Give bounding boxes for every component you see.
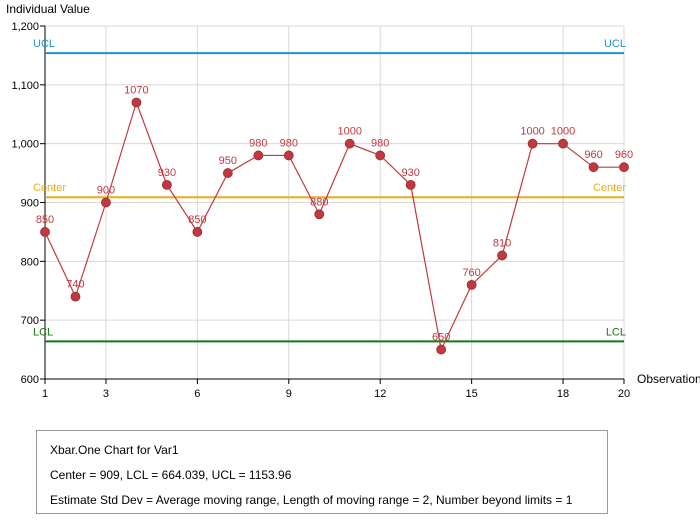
y-tick-label: 600 (21, 374, 39, 386)
x-tick-label: 6 (194, 388, 200, 400)
control-limits: UCL UCL Center Center LCL LCL (33, 38, 626, 343)
ucl-label-left: UCL (33, 38, 55, 50)
data-label: 980 (280, 137, 298, 149)
data-point (314, 209, 325, 220)
data-point (619, 162, 629, 173)
data-label: 740 (66, 279, 84, 291)
y-tick-label: 1,200 (11, 21, 39, 33)
data-label: 950 (219, 155, 237, 167)
grid (45, 25, 625, 379)
y-tick-label: 800 (21, 256, 39, 268)
data-label: 880 (310, 196, 328, 208)
x-tick-label: 9 (286, 388, 292, 400)
center-label-right: Center (593, 182, 626, 194)
data-point (40, 227, 50, 237)
data-label: 850 (36, 214, 54, 226)
data-point (497, 250, 508, 261)
data-label: 1070 (124, 84, 148, 96)
data-label: 1000 (551, 126, 575, 138)
y-axis-title: Individual Value (6, 2, 90, 16)
data-point (405, 179, 416, 190)
x-tick-label: 1 (42, 388, 48, 400)
data-label: 930 (402, 167, 420, 179)
data-point (222, 168, 233, 178)
x-tick-label: 3 (103, 388, 109, 400)
data-point (70, 291, 81, 302)
data-label: 650 (432, 332, 450, 344)
axes: 600 700 800 900 1,000 1,100 1,200 1 3 6 9 12 15 18 20 (11, 21, 630, 400)
data-label: 900 (97, 185, 115, 197)
lcl-label-right: LCL (606, 326, 626, 338)
data-point (436, 344, 447, 355)
data-label: 850 (188, 214, 206, 226)
data-series: 850 740 900 1070 930 850 950 980 980 880 1000 980 93… (36, 84, 633, 355)
y-tick-label: 700 (21, 315, 39, 327)
data-point (253, 150, 264, 161)
ucl-label-right: UCL (604, 38, 626, 50)
chart-summary-box: Xbar.One Chart for Var1 Center = 909, LC… (36, 430, 608, 514)
data-point (344, 138, 355, 149)
summary-stats: Center = 909, LCL = 664.039, UCL = 1153.… (50, 468, 292, 482)
data-point (466, 279, 477, 290)
x-tick-label: 18 (557, 388, 569, 400)
center-label-left: Center (33, 182, 66, 194)
y-tick-label: 1,100 (11, 80, 39, 92)
x-tick-label: 12 (374, 388, 386, 400)
series-line (44, 100, 624, 352)
data-label: 760 (462, 267, 480, 279)
data-label: 980 (371, 137, 389, 149)
data-point (283, 150, 294, 161)
data-point (131, 97, 142, 108)
x-tick-label: 20 (618, 388, 630, 400)
data-point (375, 150, 386, 161)
data-point (588, 162, 599, 173)
data-label: 1000 (337, 126, 361, 138)
data-label: 960 (615, 149, 633, 161)
summary-title: Xbar.One Chart for Var1 (50, 443, 179, 457)
data-label: 980 (249, 137, 267, 149)
x-axis-title: Observation (637, 372, 700, 386)
data-point (192, 227, 203, 237)
data-point (101, 197, 111, 208)
x-tick-label: 15 (466, 388, 478, 400)
y-tick-label: 1,000 (11, 139, 39, 151)
lcl-label-left: LCL (33, 326, 53, 338)
data-label: 810 (493, 237, 511, 249)
data-point (558, 138, 568, 149)
y-tick-label: 900 (21, 198, 39, 210)
data-label: 960 (584, 149, 602, 161)
data-label: 930 (158, 167, 176, 179)
data-label: 1000 (520, 126, 544, 138)
data-point (527, 138, 538, 149)
summary-method: Estimate Std Dev = Average moving range,… (50, 493, 573, 507)
data-point (161, 179, 172, 190)
